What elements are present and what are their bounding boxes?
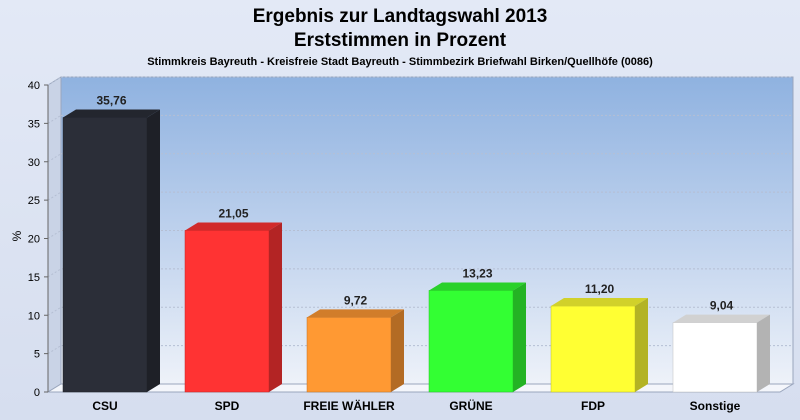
y-tick-label: 25 xyxy=(28,195,40,207)
x-tick-label: SPD xyxy=(215,399,240,413)
y-tick-label: 35 xyxy=(28,118,40,130)
bar xyxy=(550,298,648,393)
bar xyxy=(306,309,404,393)
bar-value-label: 13,23 xyxy=(462,266,492,280)
x-tick-label: FREIE WÄHLER xyxy=(303,398,395,413)
grid-lines xyxy=(47,76,793,355)
bar xyxy=(672,314,770,393)
bars: 35,76 21,05 9,72 13,23 11,20 9,04 xyxy=(62,94,770,393)
chart-title: Ergebnis zur Landtagswahl 2013 xyxy=(253,6,548,27)
bar-value-label: 11,20 xyxy=(585,282,615,296)
bar-value-label: 35,76 xyxy=(96,94,126,108)
y-axis: 0 5 10 15 20 25 30 35 40 xyxy=(28,80,49,399)
bar xyxy=(62,109,160,393)
bar xyxy=(428,282,526,393)
bar-value-label: 21,05 xyxy=(218,206,248,220)
y-tick-label: 5 xyxy=(34,349,40,361)
chart-caption: Stimmkreis Bayreuth - Kreisfreie Stadt B… xyxy=(147,56,653,68)
y-tick-label: 10 xyxy=(28,310,40,322)
y-axis-label: % xyxy=(10,230,24,241)
y-tick-label: 30 xyxy=(28,157,40,169)
x-tick-label: GRÜNE xyxy=(449,398,492,413)
x-axis-labels: CSU SPD FREIE WÄHLER GRÜNE FDP Sonstige xyxy=(92,398,740,413)
y-tick-label: 40 xyxy=(28,80,40,92)
chart-subtitle: Erststimmen in Prozent xyxy=(294,30,507,51)
x-tick-label: FDP xyxy=(581,399,605,413)
bar-value-label: 9,72 xyxy=(344,293,368,307)
y-tick-label: 15 xyxy=(28,272,40,284)
y-tick-label: 20 xyxy=(28,234,40,246)
bar-value-label: 9,04 xyxy=(710,299,734,313)
bar xyxy=(184,222,282,393)
x-tick-label: Sonstige xyxy=(690,399,741,413)
y-tick-label: 0 xyxy=(34,387,40,399)
x-tick-label: CSU xyxy=(92,399,117,413)
